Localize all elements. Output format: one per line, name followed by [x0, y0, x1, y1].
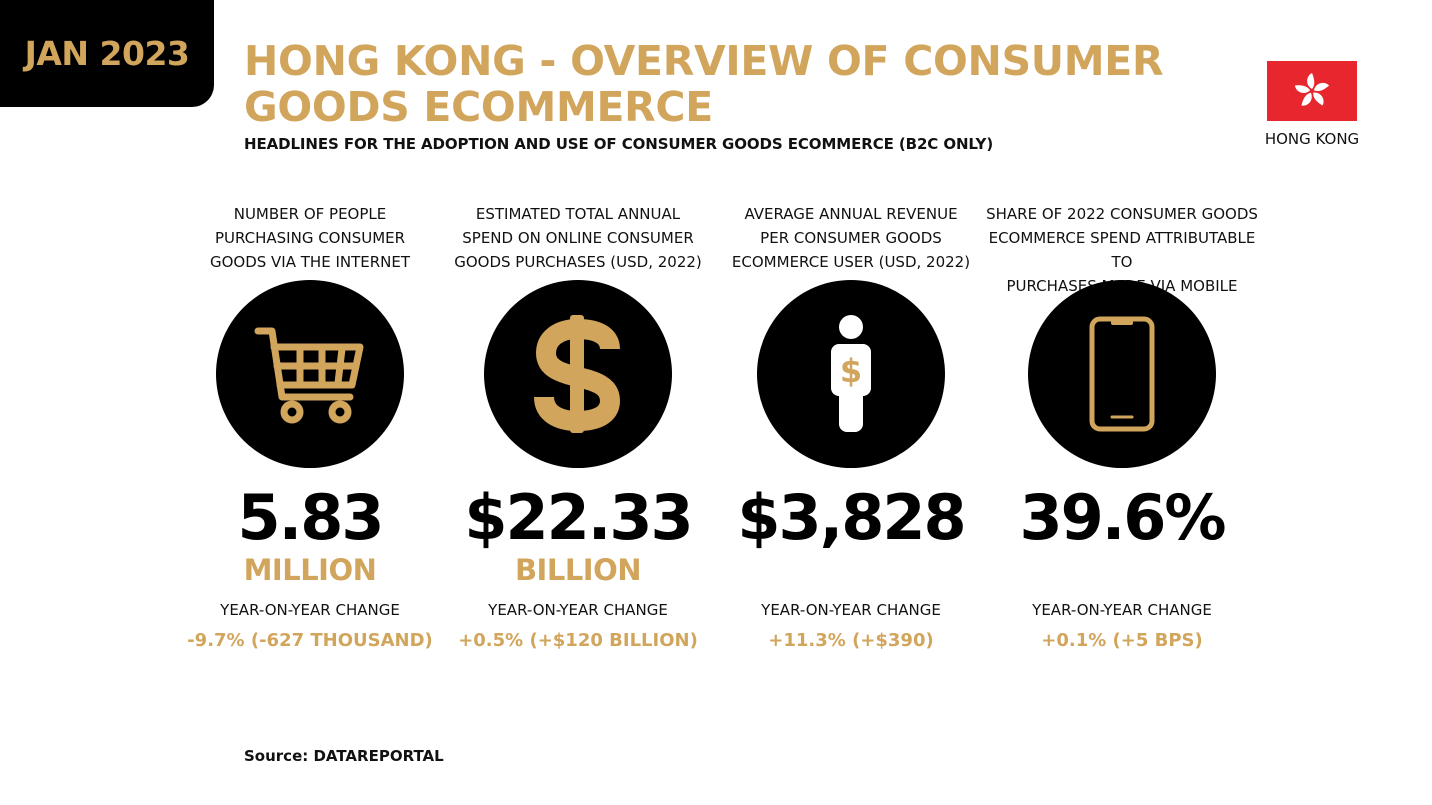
stat-label-line: SPEND ON ONLINE CONSUMER	[462, 229, 694, 247]
stat-label-line: SHARE OF 2022 CONSUMER GOODS	[986, 205, 1258, 223]
stat-annual-spend: ESTIMATED TOTAL ANNUAL SPEND ON ONLINE C…	[433, 202, 723, 652]
stat-label-line: ESTIMATED TOTAL ANNUAL	[475, 205, 681, 223]
stat-value: $3,828	[737, 481, 966, 554]
stat-label-line: PURCHASING CONSUMER	[214, 229, 406, 247]
hong-kong-flag-icon	[1267, 61, 1357, 121]
yoy-value: +11.3% (+$390)	[768, 630, 934, 651]
source-note: Source: DATAREPORTAL	[244, 747, 444, 765]
date-label: JAN 2023	[24, 34, 190, 73]
yoy-label: YEAR-ON-YEAR CHANGE	[488, 601, 668, 619]
mobile-phone-icon	[1089, 316, 1155, 432]
stat-icon-circle	[216, 280, 404, 468]
svg-text:$: $	[840, 352, 862, 390]
stat-icon-circle	[484, 280, 672, 468]
stat-label: ESTIMATED TOTAL ANNUAL SPEND ON ONLINE C…	[433, 202, 723, 280]
person-dollar-icon: $	[831, 315, 871, 432]
stat-icon-circle: $	[757, 280, 945, 468]
page-title: HONG KONG - OVERVIEW OF CONSUMER GOODS E…	[244, 37, 1164, 131]
stat-unit: BILLION	[514, 553, 642, 587]
yoy-label: YEAR-ON-YEAR CHANGE	[761, 601, 941, 619]
stat-label: AVERAGE ANNUAL REVENUE PER CONSUMER GOOD…	[706, 202, 996, 280]
stat-label: SHARE OF 2022 CONSUMER GOODS ECOMMERCE S…	[977, 202, 1267, 319]
stat-label-line: AVERAGE ANNUAL REVENUE	[744, 205, 958, 223]
stat-label-line: NUMBER OF PEOPLE	[233, 205, 387, 223]
stat-label-line: PER CONSUMER GOODS	[760, 229, 942, 247]
stat-label-line: GOODS VIA THE INTERNET	[209, 253, 411, 271]
yoy-label: YEAR-ON-YEAR CHANGE	[220, 601, 400, 619]
yoy-value: +0.1% (+5 BPS)	[1041, 630, 1203, 651]
yoy-value: -9.7% (-627 THOUSAND)	[187, 630, 433, 651]
date-tab: JAN 2023	[0, 0, 214, 107]
stat-label-line: ECOMMERCE SPEND ATTRIBUTABLE TO	[988, 229, 1256, 271]
yoy-label: YEAR-ON-YEAR CHANGE	[1032, 601, 1212, 619]
shopping-cart-icon	[254, 327, 364, 424]
stat-label: NUMBER OF PEOPLE PURCHASING CONSUMER GOO…	[165, 202, 455, 280]
yoy-value: +0.5% (+$120 BILLION)	[458, 630, 698, 651]
stat-icon-circle	[1028, 280, 1216, 468]
stat-unit: MILLION	[243, 553, 377, 587]
stat-value: $22.33	[464, 481, 693, 554]
stat-label-line: ECOMMERCE USER (USD, 2022)	[731, 253, 971, 271]
dollar-sign-icon	[534, 315, 621, 433]
stat-mobile-share: SHARE OF 2022 CONSUMER GOODS ECOMMERCE S…	[977, 202, 1267, 652]
page-subtitle: HEADLINES FOR THE ADOPTION AND USE OF CO…	[244, 135, 994, 153]
stat-value: 5.83	[237, 481, 385, 554]
stat-online-shoppers: NUMBER OF PEOPLE PURCHASING CONSUMER GOO…	[165, 202, 455, 652]
stat-revenue-per-user: AVERAGE ANNUAL REVENUE PER CONSUMER GOOD…	[706, 202, 996, 652]
stat-value: 39.6%	[1019, 481, 1226, 554]
country-label: HONG KONG	[1264, 130, 1360, 148]
stat-label-line: GOODS PURCHASES (USD, 2022)	[454, 253, 702, 271]
